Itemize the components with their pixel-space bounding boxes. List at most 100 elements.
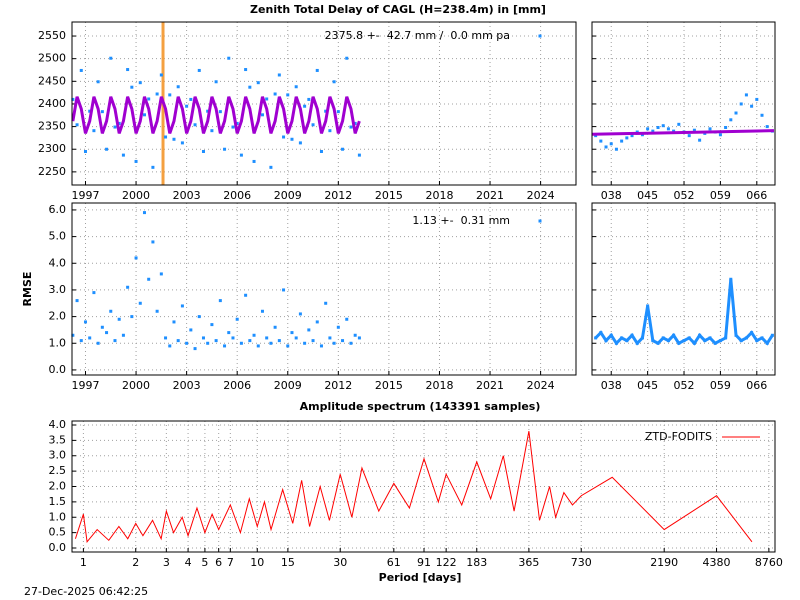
x-tick-label: 2009: [274, 189, 302, 202]
data-point: [315, 68, 319, 72]
y-tick-label: 5.0: [49, 230, 67, 243]
data-point: [599, 331, 603, 335]
x-tick-label: 8760: [755, 556, 783, 569]
data-point: [357, 153, 361, 157]
data-point: [96, 341, 100, 345]
data-point: [349, 125, 353, 129]
data-point: [180, 141, 184, 145]
x-tick-label: 2003: [173, 379, 201, 392]
data-point: [718, 133, 722, 137]
data-point: [349, 341, 353, 345]
data-point: [282, 135, 286, 139]
data-point: [760, 336, 764, 340]
data-point: [286, 93, 290, 97]
legend-marker: [538, 219, 542, 223]
data-point: [151, 240, 155, 244]
y-axis-label: RMSE: [21, 272, 34, 307]
x-tick-label: 2012: [324, 379, 352, 392]
data-point: [666, 127, 670, 131]
data-point: [656, 341, 660, 345]
spectrum-title: Amplitude spectrum (143391 samples): [300, 400, 541, 413]
series-line: [74, 431, 753, 544]
data-point: [341, 147, 345, 151]
data-point: [185, 341, 189, 345]
data-point: [724, 125, 728, 129]
data-point: [201, 149, 205, 153]
plot-frame: [71, 21, 577, 186]
data-point: [269, 341, 273, 345]
data-point: [151, 165, 155, 169]
data-point: [672, 333, 676, 337]
x-tick-label: 2003: [173, 189, 201, 202]
data-point: [138, 301, 142, 305]
data-point: [307, 328, 311, 332]
y-tick-label: 3.5: [49, 433, 67, 446]
data-point: [121, 333, 125, 337]
x-tick-label: 183: [466, 556, 487, 569]
data-point: [126, 285, 130, 289]
data-point: [231, 125, 235, 129]
data-point: [164, 336, 168, 340]
x-tick-label: 2021: [476, 379, 504, 392]
y-tick-label: 4.0: [49, 418, 67, 431]
data-point: [244, 293, 248, 297]
x-tick-label: 2000: [122, 189, 150, 202]
data-point: [260, 309, 264, 313]
data-point: [604, 145, 608, 149]
data-point: [718, 339, 722, 343]
x-tick-label: 6: [215, 556, 222, 569]
x-tick-label: 2012: [324, 189, 352, 202]
x-tick-label: 7: [227, 556, 234, 569]
data-point: [353, 121, 357, 125]
data-point: [277, 339, 281, 343]
data-point: [227, 56, 231, 60]
data-point: [239, 153, 243, 157]
x-tick-label: 2015: [375, 379, 403, 392]
data-point: [353, 333, 357, 337]
data-point: [189, 328, 193, 332]
data-point: [294, 85, 298, 89]
x-tick-label: 4: [185, 556, 192, 569]
data-point: [661, 124, 665, 128]
data-point: [172, 320, 176, 324]
footer-timestamp: 27-Dec-2025 06:42:25: [24, 585, 148, 598]
data-point: [646, 127, 650, 131]
data-point: [698, 138, 702, 142]
data-point: [770, 333, 774, 337]
data-point: [298, 312, 302, 316]
data-point: [765, 125, 769, 129]
data-point: [345, 56, 349, 60]
data-point: [604, 339, 608, 343]
data-point: [248, 85, 252, 89]
data-point: [341, 339, 345, 343]
data-point: [88, 109, 92, 113]
data-point: [100, 325, 104, 329]
x-tick-label: 2024: [527, 189, 555, 202]
data-point: [260, 113, 264, 117]
data-point: [609, 333, 613, 337]
data-point: [265, 336, 269, 340]
data-point: [744, 336, 748, 340]
data-point: [121, 153, 125, 157]
data-point: [71, 97, 75, 101]
data-point: [357, 336, 361, 340]
data-point: [303, 104, 307, 108]
data-point: [286, 344, 290, 348]
y-tick-label: 2550: [38, 29, 66, 42]
x-tick-label: 30: [333, 556, 347, 569]
data-point: [218, 110, 222, 114]
x-tick-label: 059: [710, 189, 731, 202]
data-point: [231, 336, 235, 340]
data-point: [661, 336, 665, 340]
data-point: [713, 341, 717, 345]
y-tick-label: 1.0: [49, 510, 67, 523]
data-point: [206, 341, 210, 345]
x-tick-label: 4380: [703, 556, 731, 569]
x-tick-label: 045: [637, 379, 658, 392]
x-tick-label: 365: [518, 556, 539, 569]
data-point: [214, 339, 218, 343]
data-point: [765, 341, 769, 345]
data-point: [71, 333, 75, 337]
data-point: [252, 159, 256, 163]
data-point: [223, 344, 227, 348]
